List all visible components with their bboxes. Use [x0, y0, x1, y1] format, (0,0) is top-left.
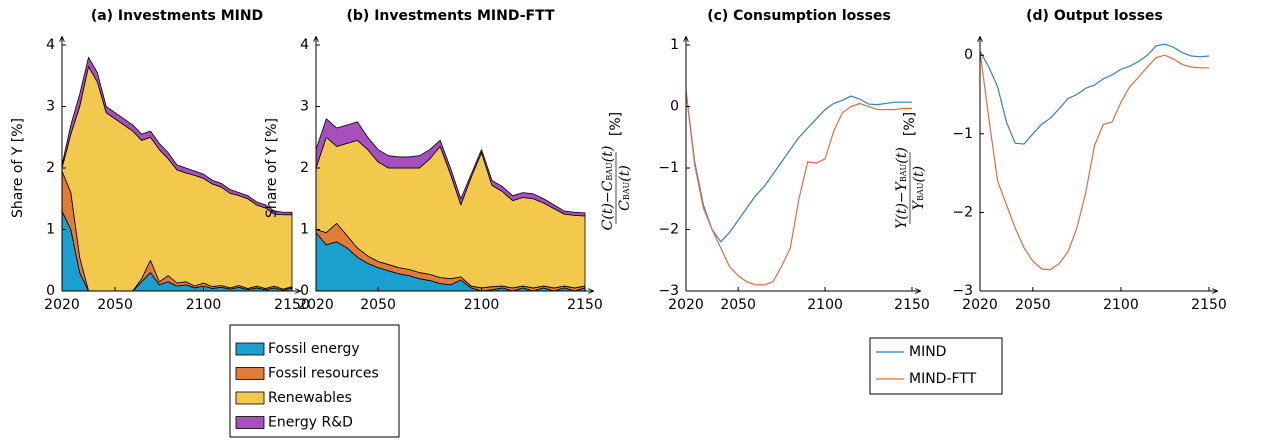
line: [979, 51, 1209, 271]
x-tick-label: 2050: [97, 297, 133, 313]
text-part: Y(t)−Y: [894, 180, 910, 229]
y-tick-label: 1: [46, 222, 55, 238]
y-axis-label: C(t)−CBAU(t)CBAU(t)[%]: [600, 112, 633, 230]
subscript: BAU: [899, 163, 908, 182]
subscript: BAU: [916, 182, 925, 201]
legend-label: MIND: [909, 344, 946, 360]
text-part: (t): [894, 147, 910, 164]
y-tick-label: 2: [46, 160, 55, 176]
legend-swatch: [235, 367, 265, 380]
panel: (c) Consumption losses 2020 2050 2100 2150 −3…: [600, 8, 930, 313]
legend-box: [869, 337, 1003, 395]
x-tick-label: 2150: [1191, 297, 1227, 313]
y-label-denominator: YBAU(t): [911, 166, 927, 210]
text-part: (t): [617, 165, 633, 182]
x-tick-label: 2020: [44, 297, 80, 313]
y-tick-label: −1: [952, 126, 973, 142]
y-tick-label: 0: [964, 47, 973, 63]
y-tick-label: 4: [300, 37, 309, 53]
legend-label: Renewables: [268, 390, 352, 406]
legend-swatch: [235, 416, 265, 429]
y-tick-label: 3: [46, 99, 55, 115]
x-tick-label: 2050: [1015, 297, 1051, 313]
legend-label: Fossil resources: [268, 366, 379, 382]
x-tick-label: 2020: [668, 297, 704, 313]
y-label-numerator: Y(t)−YBAU(t): [894, 147, 910, 229]
y-tick-label: −3: [658, 283, 679, 299]
y-axis-label: Share of Y [%]: [264, 118, 280, 218]
legend-swatch: [235, 391, 265, 405]
y-axis-label: Share of Y [%]: [10, 118, 26, 218]
line: [979, 43, 1210, 145]
y-tick-label: 0: [300, 283, 309, 299]
y-tick-label: −3: [952, 283, 973, 299]
x-tick-label: 2150: [894, 297, 930, 313]
panel-title: (b) Investments MIND-FTT: [347, 8, 555, 24]
area-band: [61, 66, 293, 292]
panel-title: (d) Output losses: [1026, 8, 1163, 24]
x-tick-label: 2050: [360, 297, 396, 313]
x-tick-label: 2100: [807, 297, 843, 313]
x-tick-label: 2150: [274, 297, 310, 313]
text-part: C: [617, 200, 633, 211]
text-part: (t): [600, 146, 616, 163]
y-tick-label: 0: [670, 99, 679, 115]
panel-title: (a) Investments MIND: [91, 8, 263, 24]
x-tick-label: 2050: [720, 297, 756, 313]
y-axis-label: Y(t)−YBAU(t)YBAU(t)[%]: [894, 112, 927, 229]
y-label-unit: [%]: [608, 112, 624, 136]
panel-title: (c) Consumption losses: [707, 8, 891, 24]
text-part: Y: [911, 199, 927, 210]
line: [685, 91, 912, 286]
x-tick-label: 2020: [298, 297, 334, 313]
y-tick-label: −2: [658, 222, 679, 238]
legend-label: Fossil energy: [268, 341, 360, 357]
y-tick-label: 3: [300, 99, 309, 115]
y-tick-label: −1: [658, 160, 679, 176]
y-tick-label: 1: [300, 222, 309, 238]
panel: (d) Output losses 2020 2050 2100 2150 −3 −2 −1 0…: [894, 8, 1227, 313]
line: [685, 91, 912, 243]
x-tick-label: 2100: [1103, 297, 1139, 313]
y-tick-label: 4: [46, 37, 55, 53]
area-band: [61, 56, 293, 216]
x-tick-label: 2150: [567, 297, 603, 313]
panel: (b) Investments MIND-FTT 2020 2050 2100 2150…: [264, 8, 603, 313]
legend-label: Energy R&D: [268, 415, 353, 431]
y-tick-label: 0: [46, 283, 55, 299]
x-tick-label: 2020: [962, 297, 998, 313]
y-tick-label: −2: [952, 204, 973, 220]
y-label-numerator: C(t)−CBAU(t): [600, 146, 616, 231]
subscript: BAU: [605, 162, 614, 181]
y-tick-label: 2: [300, 160, 309, 176]
y-label-denominator: CBAU(t): [617, 165, 633, 211]
area-band: [315, 118, 586, 217]
x-tick-label: 2100: [464, 297, 500, 313]
legend-label: MIND-FTT: [909, 371, 977, 387]
y-tick-label: 1: [670, 37, 679, 53]
text-part: C(t)−C: [600, 180, 616, 230]
text-part: (t): [911, 166, 927, 183]
y-label-unit: [%]: [902, 112, 918, 136]
subscript: BAU: [622, 181, 631, 200]
x-tick-label: 2100: [186, 297, 222, 313]
legend-swatch: [235, 342, 265, 356]
